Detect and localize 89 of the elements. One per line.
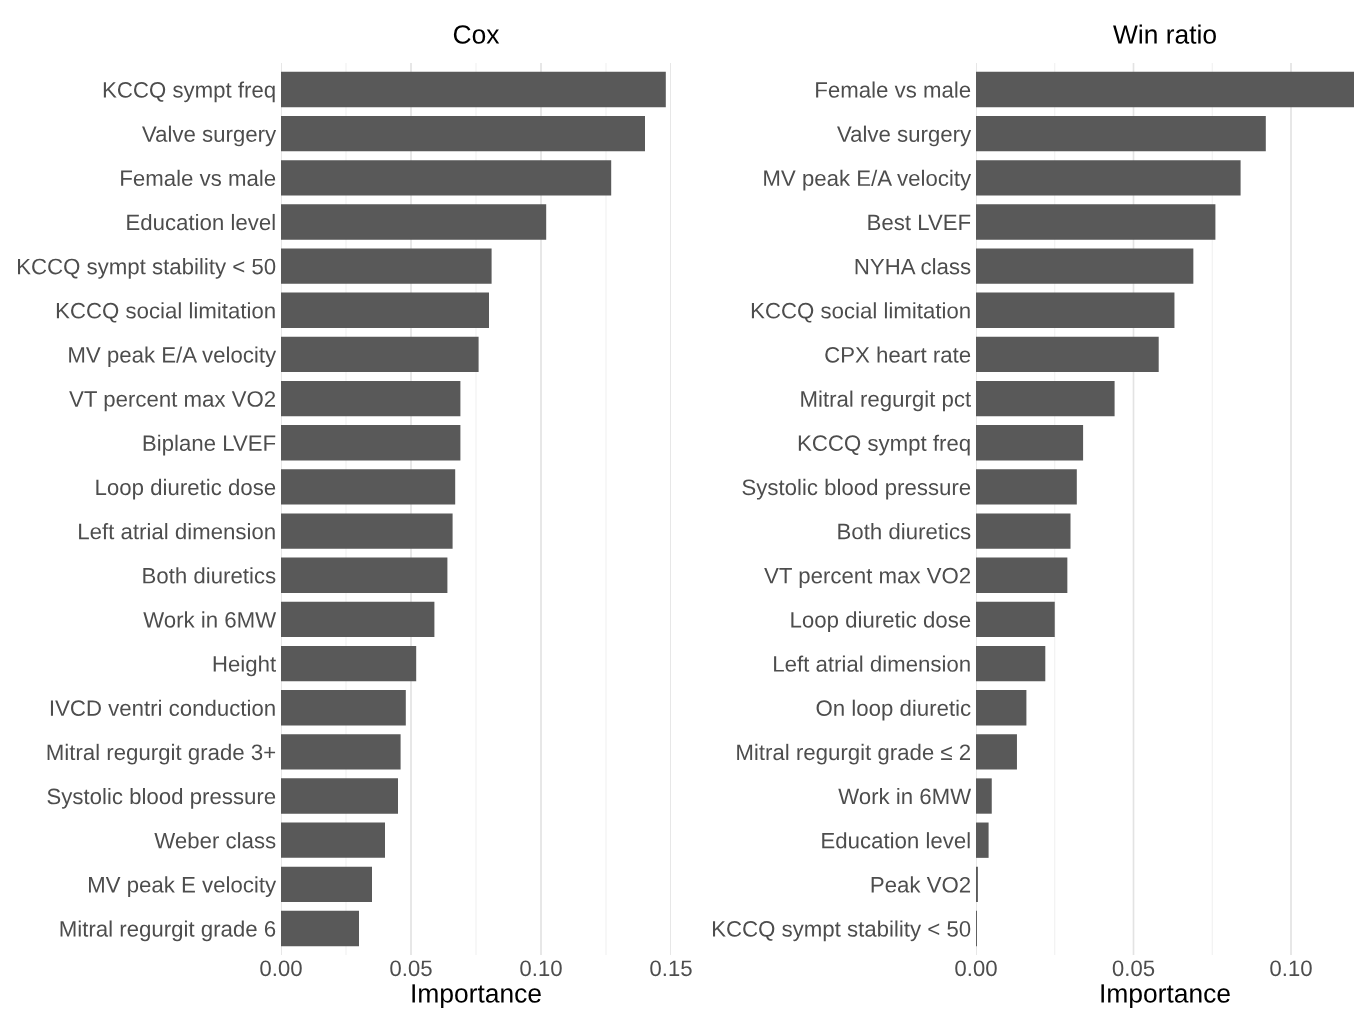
y-tick-label: Loop diuretic dose	[791, 611, 971, 633]
y-tick-label: NYHA class	[855, 258, 971, 275]
bar	[281, 513, 453, 549]
bar	[281, 115, 645, 152]
x-axis-title: Importance	[412, 984, 541, 1008]
y-tick-label: IVCD ventri conduction	[50, 699, 275, 716]
y-tick-label: Both diuretics	[143, 567, 276, 584]
y-tick-label: KCCQ sympt stability < 50	[18, 258, 276, 279]
y-tick-label: Mitral regurgit pct	[801, 390, 971, 412]
y-tick-label: Weber class	[154, 832, 276, 849]
y-tick-label: KCCQ social limitation	[56, 302, 275, 323]
chart-title: Win ratio	[1113, 24, 1216, 44]
y-tick-label: Mitral regurgit grade ≤ 2	[737, 743, 971, 765]
x-tick-label: 0.00	[955, 960, 997, 977]
y-tick-label: Loop diuretic dose	[96, 478, 276, 500]
bar	[281, 910, 359, 947]
x-tick-label: 0.10	[520, 960, 562, 977]
bar	[281, 425, 461, 461]
bar	[281, 645, 417, 682]
y-tick-label: KCCQ social limitation	[751, 302, 970, 323]
y-tick-label: Education level	[127, 213, 275, 231]
bar	[976, 822, 989, 858]
y-tick-label: MV peak E/A velocity	[764, 169, 972, 191]
y-tick-label: VT percent max VO2	[764, 567, 971, 588]
y-tick-label: MV peak E velocity	[89, 876, 277, 898]
y-tick-label: Biplane LVEF	[143, 434, 276, 456]
bar	[976, 778, 992, 814]
bar	[976, 601, 1055, 638]
bar	[976, 425, 1084, 461]
y-tick-label: Left atrial dimension	[774, 655, 970, 672]
bar	[281, 292, 489, 328]
bar	[976, 71, 1354, 108]
bar	[281, 866, 372, 903]
y-tick-label: Height	[213, 655, 276, 677]
y-tick-label: VT percent max VO2	[69, 391, 276, 412]
y-tick-label: Valve surgery	[142, 125, 277, 147]
y-tick-label: CPX heart rate	[825, 346, 971, 363]
x-tick-label: 0.05	[390, 960, 432, 977]
y-tick-label: Systolic blood pressure	[742, 478, 971, 500]
bar	[976, 336, 1159, 373]
bar	[976, 557, 1068, 593]
x-axis-title: Importance	[1101, 984, 1230, 1008]
bar	[976, 734, 1017, 770]
y-tick-label: On loop diuretic	[816, 699, 971, 721]
bar	[976, 160, 1241, 196]
bar	[281, 690, 406, 726]
y-tick-label: Work in 6MW	[838, 787, 972, 805]
y-tick-label: Valve surgery	[837, 125, 972, 147]
y-tick-label: Left atrial dimension	[79, 523, 275, 540]
y-tick-label: Female vs male	[816, 81, 971, 98]
bar	[976, 469, 1077, 505]
y-tick-label: Work in 6MW	[143, 611, 277, 628]
bar	[976, 645, 1046, 682]
bar	[976, 204, 1216, 240]
bar	[281, 469, 456, 505]
y-tick-label: Best LVEF	[868, 214, 971, 231]
bar	[976, 248, 1194, 284]
y-tick-label: Mitral regurgit grade 3+	[47, 743, 276, 765]
bar	[281, 778, 398, 814]
y-tick-label: Peak VO2	[871, 876, 971, 893]
bar	[976, 292, 1175, 328]
y-tick-label: Female vs male	[121, 169, 276, 187]
x-tick-label: 0.05	[1112, 960, 1155, 977]
x-tick-label: 0.15	[650, 960, 692, 977]
bar	[281, 380, 461, 417]
bar	[976, 513, 1071, 549]
bar	[976, 115, 1266, 152]
bar	[281, 557, 448, 593]
y-tick-label: KCCQ sympt stability < 50	[713, 920, 971, 942]
bar	[281, 336, 479, 373]
y-tick-label: Education level	[822, 832, 970, 849]
y-tick-label: MV peak E/A velocity	[69, 346, 277, 368]
chart-title: Cox	[453, 25, 500, 44]
y-tick-label: KCCQ sympt freq	[103, 81, 275, 103]
bar	[281, 204, 547, 240]
x-tick-label: 0.00	[260, 960, 302, 977]
y-tick-label: KCCQ sympt freq	[798, 434, 970, 456]
bar	[281, 822, 385, 858]
y-tick-label: Mitral regurgit grade 6	[60, 920, 276, 942]
y-tick-label: Systolic blood pressure	[47, 787, 276, 809]
bar	[281, 601, 435, 638]
bar	[976, 380, 1115, 417]
bar	[281, 248, 492, 284]
bar	[281, 71, 666, 108]
x-tick-label: 0.10	[1270, 960, 1312, 977]
bar	[281, 160, 612, 196]
y-tick-label: Both diuretics	[838, 523, 971, 540]
bar	[976, 690, 1027, 726]
bar	[281, 734, 401, 770]
